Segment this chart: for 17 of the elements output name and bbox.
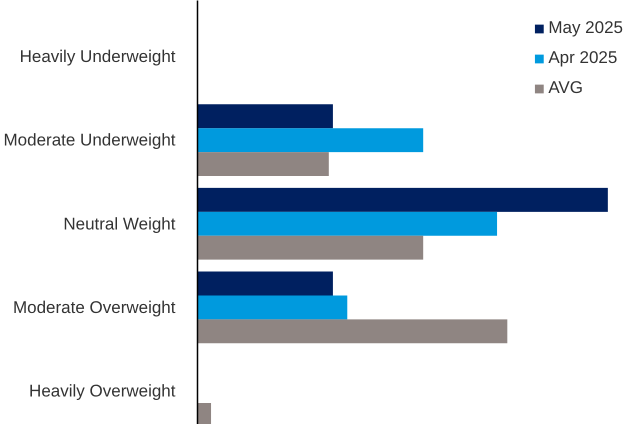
y-tick-label: Moderate Underweight <box>4 130 176 150</box>
bar <box>198 152 329 176</box>
y-tick-label: Heavily Overweight <box>29 382 176 401</box>
legend-label: AVG <box>548 78 583 98</box>
bar <box>198 236 424 260</box>
y-tick-label: Heavily Underweight <box>20 47 176 66</box>
bar <box>198 319 508 344</box>
legend-label: Apr 2025 <box>548 48 618 68</box>
bar <box>198 272 333 296</box>
bar <box>198 188 608 212</box>
bar <box>198 212 498 236</box>
y-tick-label: Neutral Weight <box>63 214 176 234</box>
bar <box>198 104 333 128</box>
bar <box>198 128 424 152</box>
legend-label: May 2025 <box>548 18 623 38</box>
bar <box>198 295 348 320</box>
y-tick-label: Moderate Overweight <box>12 298 176 317</box>
